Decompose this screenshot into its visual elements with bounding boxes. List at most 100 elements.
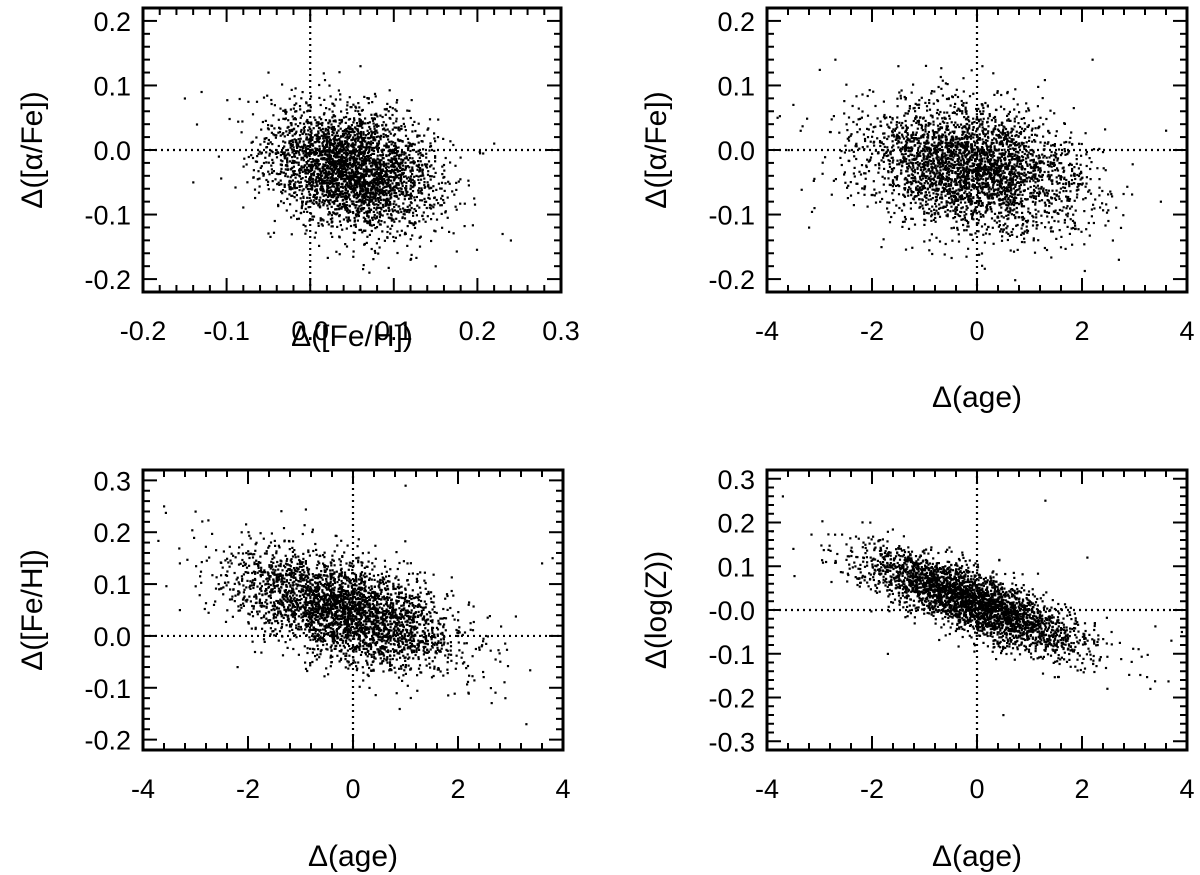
- scatter-point: [315, 149, 318, 152]
- scatter-point: [1037, 179, 1040, 182]
- scatter-point: [426, 163, 429, 166]
- scatter-point: [923, 144, 926, 147]
- scatter-point: [414, 209, 417, 212]
- scatter-point: [1007, 213, 1010, 217]
- scatter-point: [322, 113, 326, 116]
- scatter-point: [393, 172, 396, 175]
- scatter-point: [963, 191, 966, 195]
- scatter-point: [323, 164, 326, 168]
- scatter-point: [424, 163, 427, 166]
- scatter-point: [1056, 167, 1059, 170]
- scatter-point: [356, 124, 359, 127]
- scatter-point: [958, 189, 961, 192]
- scatter-point: [990, 217, 994, 220]
- scatter-point: [899, 147, 903, 150]
- scatter-point: [303, 125, 306, 128]
- scatter-point: [346, 208, 349, 211]
- scatter-point: [355, 191, 359, 194]
- scatter-point: [278, 183, 281, 186]
- scatter-point: [290, 148, 294, 151]
- scatter-point: [393, 144, 396, 147]
- scatter-point: [1001, 198, 1004, 201]
- scatter-point: [787, 149, 790, 152]
- scatter-point: [1064, 153, 1067, 156]
- scatter-point: [362, 122, 365, 125]
- scatter-point: [416, 135, 419, 138]
- scatter-point: [391, 148, 394, 151]
- scatter-point: [987, 166, 990, 169]
- scatter-point: [974, 232, 977, 235]
- scatter-point: [965, 219, 968, 222]
- scatter-point: [367, 207, 371, 210]
- scatter-point: [322, 137, 325, 140]
- scatter-point: [379, 206, 382, 209]
- scatter-point: [1025, 141, 1028, 144]
- scatter-point: [973, 210, 976, 213]
- scatter-point: [318, 200, 321, 203]
- scatter-point: [272, 133, 275, 136]
- scatter-point: [965, 195, 968, 198]
- scatter-point: [251, 140, 254, 143]
- scatter-point: [1001, 132, 1004, 135]
- scatter-point: [409, 184, 412, 187]
- scatter-point: [1005, 214, 1008, 217]
- scatter-point: [402, 175, 406, 178]
- scatter-point: [399, 177, 403, 180]
- scatter-point: [295, 186, 298, 189]
- scatter-point: [320, 118, 323, 121]
- scatter-point: [353, 231, 357, 235]
- scatter-point: [931, 138, 934, 141]
- scatter-point: [926, 132, 929, 136]
- scatter-point: [332, 144, 335, 147]
- scatter-point: [422, 211, 425, 214]
- scatter-point: [368, 209, 371, 212]
- scatter-point: [379, 223, 382, 226]
- scatter-point: [353, 224, 356, 227]
- scatter-point: [493, 142, 496, 145]
- scatter-point: [984, 179, 988, 182]
- scatter-point: [1085, 182, 1088, 185]
- scatter-point: [371, 218, 374, 221]
- scatter-point: [935, 192, 938, 195]
- scatter-point: [393, 191, 396, 194]
- scatter-point: [1012, 199, 1015, 202]
- scatter-point: [375, 123, 379, 126]
- scatter-point: [323, 168, 327, 171]
- scatter-point: [354, 166, 357, 169]
- scatter-point: [280, 183, 283, 186]
- scatter-point: [240, 131, 243, 134]
- scatter-point: [925, 200, 928, 203]
- scatter-point: [287, 168, 290, 171]
- scatter-point: [268, 173, 271, 176]
- scatter-point: [413, 120, 416, 123]
- scatter-point: [319, 129, 322, 132]
- scatter-point: [987, 188, 990, 191]
- scatter-point: [907, 188, 910, 191]
- scatter-point: [291, 139, 294, 142]
- scatter-point: [364, 220, 367, 223]
- scatter-point: [1083, 269, 1086, 273]
- reference-lines: [143, 8, 561, 292]
- scatter-point: [901, 148, 904, 151]
- scatter-point: [369, 224, 372, 227]
- scatter-point: [370, 229, 373, 233]
- scatter-point: [973, 140, 976, 143]
- scatter-point: [397, 174, 400, 177]
- scatter-point: [341, 158, 344, 162]
- scatter-point: [217, 155, 220, 158]
- scatter-point: [400, 190, 403, 193]
- scatter-point: [366, 129, 369, 132]
- scatter-point: [271, 151, 274, 154]
- scatter-point: [271, 171, 274, 174]
- scatter-point: [281, 160, 284, 163]
- scatter-point: [387, 154, 390, 157]
- scatter-point: [1000, 121, 1003, 124]
- scatter-point: [1031, 119, 1035, 122]
- scatter-point: [845, 83, 848, 86]
- scatter-point: [1020, 240, 1024, 244]
- scatter-point: [342, 177, 345, 180]
- scatter-point: [381, 169, 384, 172]
- scatter-point: [392, 134, 395, 137]
- scatter-point: [1069, 207, 1072, 210]
- scatter-point: [353, 184, 356, 187]
